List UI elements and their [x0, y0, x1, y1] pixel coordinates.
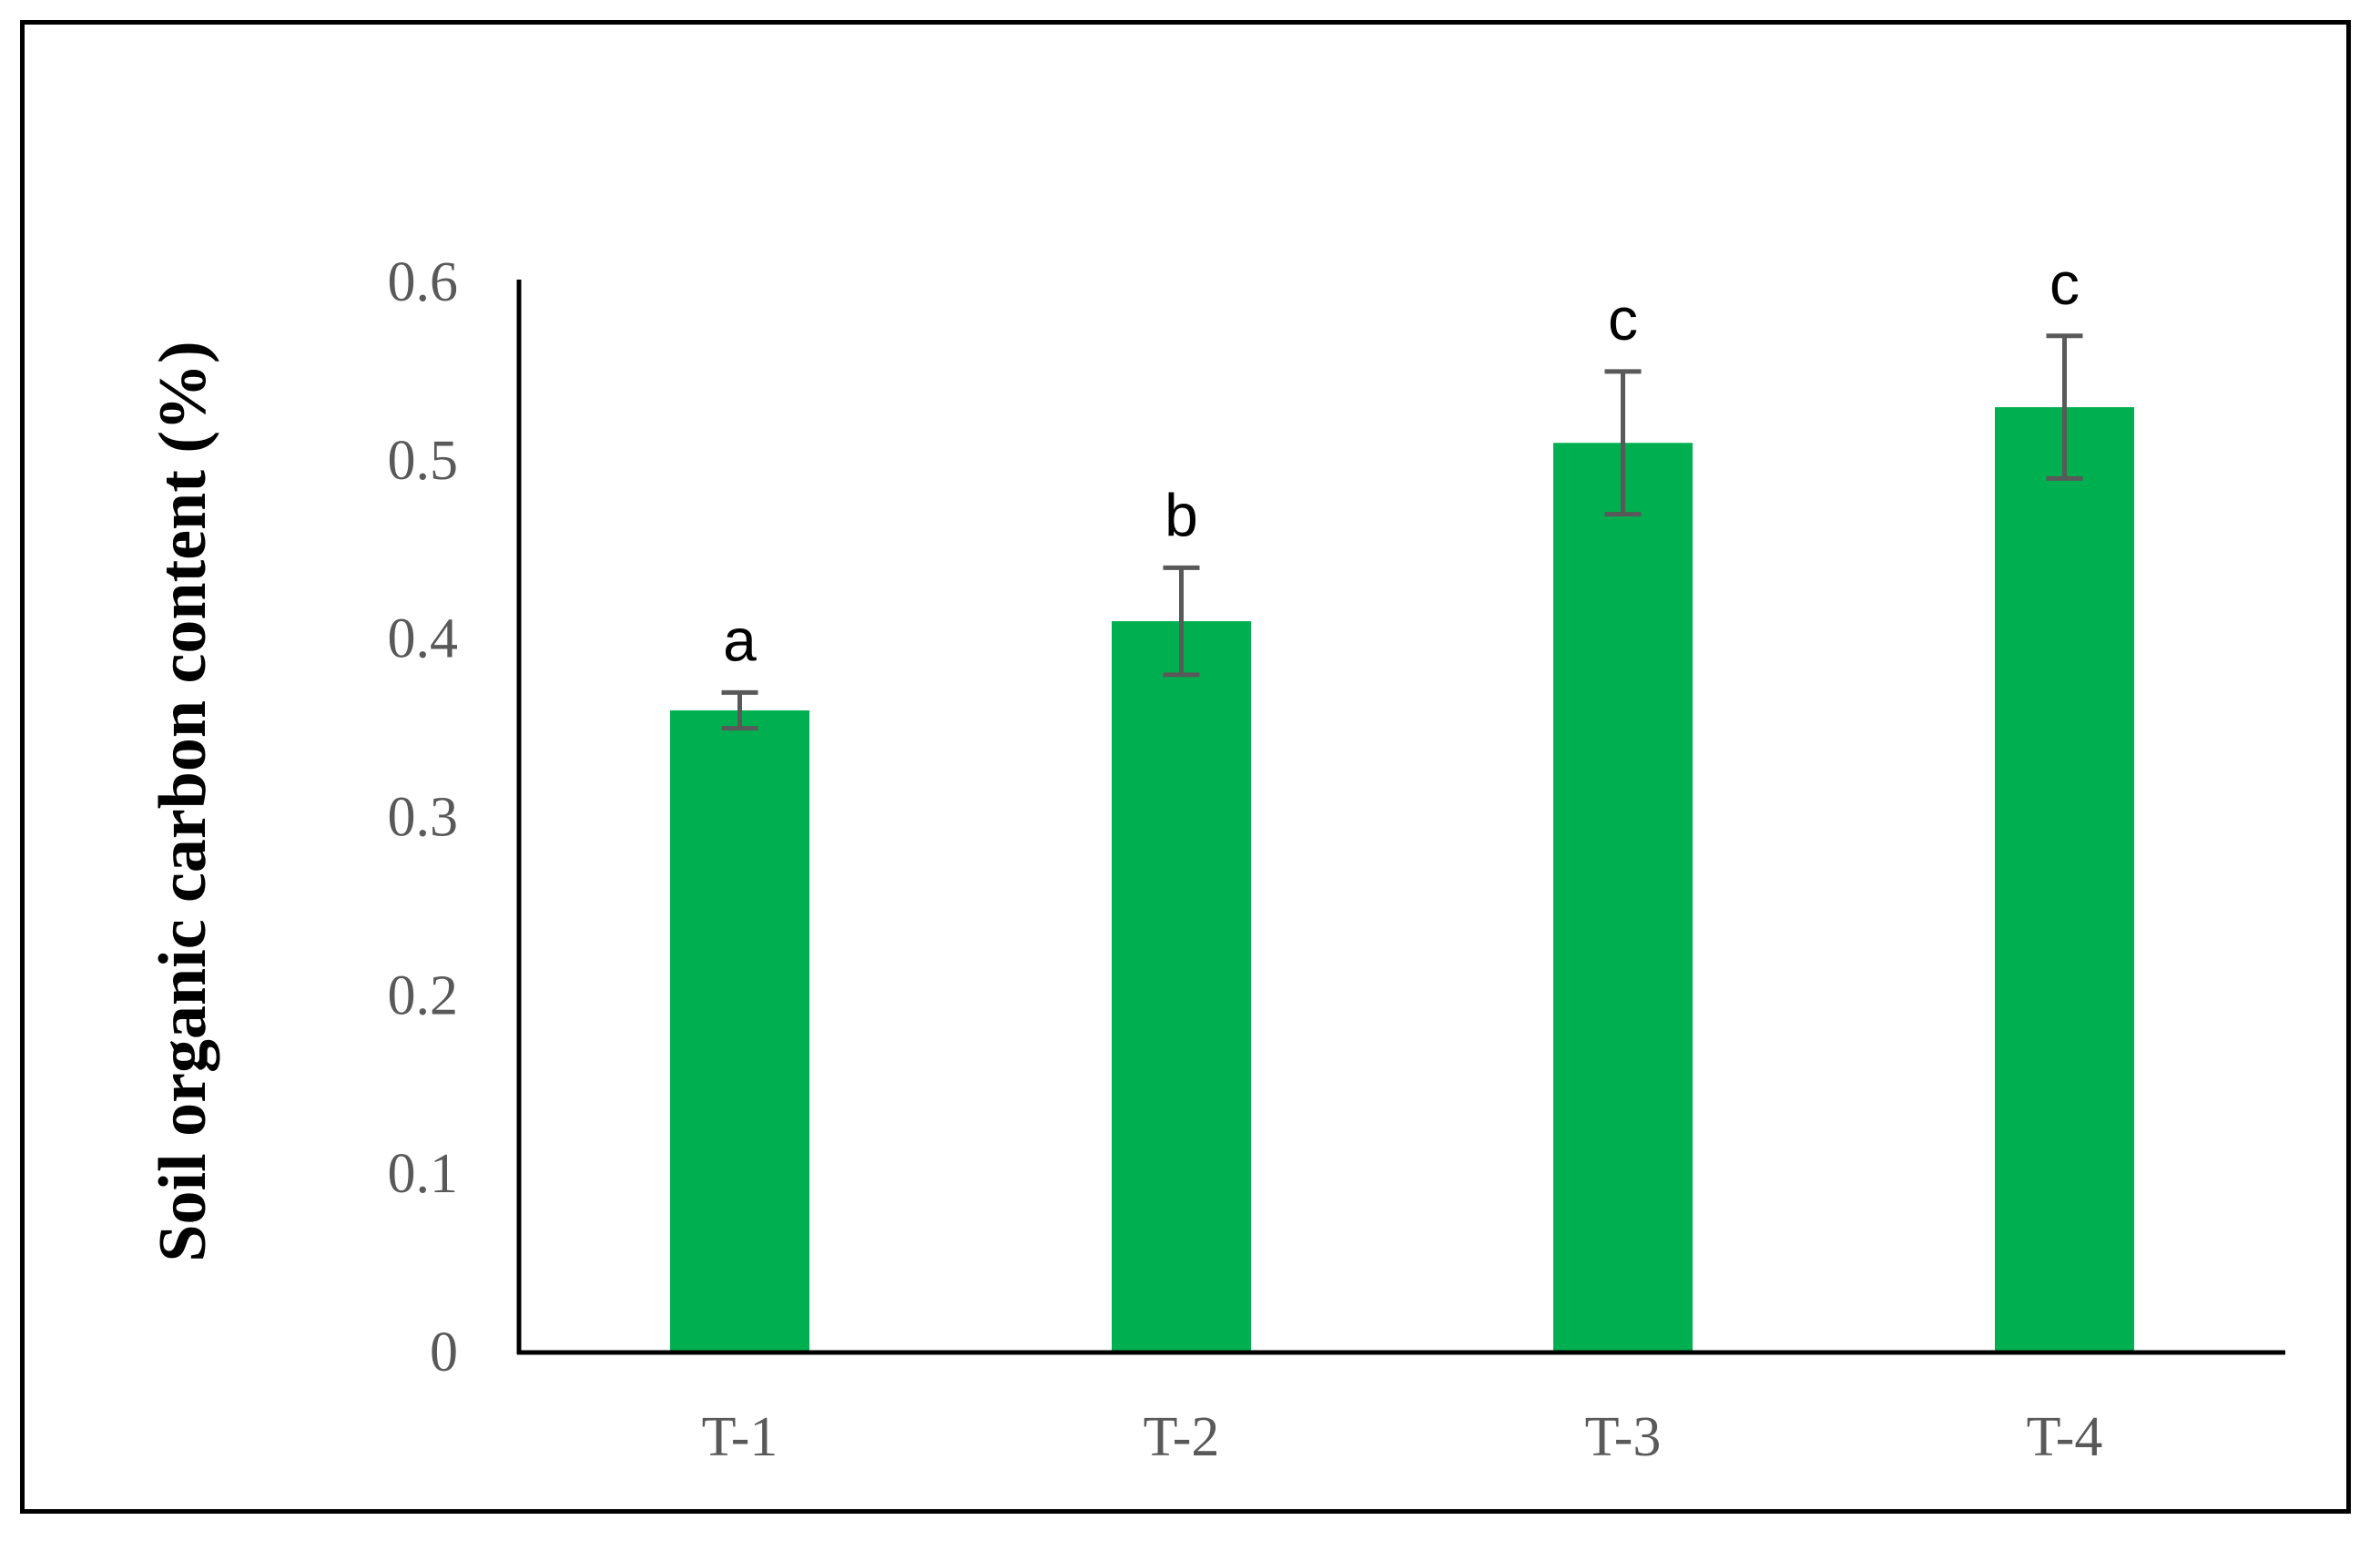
error-bar	[1163, 565, 1200, 678]
bar-t-3	[1553, 443, 1693, 1352]
x-tick-label: T-1	[702, 1406, 778, 1468]
y-tick-label: 0.6	[388, 251, 459, 313]
significance-letter: b	[1165, 481, 1198, 548]
significance-letters: a b c c	[723, 250, 2080, 674]
y-tick-labels: 0 0.1 0.2 0.3 0.4 0.5 0.6	[388, 251, 459, 1383]
y-tick-label: 0.1	[388, 1143, 459, 1205]
y-tick-label: 0.3	[388, 787, 459, 849]
significance-letter: a	[723, 606, 757, 673]
axes-layer	[516, 280, 2285, 1355]
bar-t-4	[1995, 407, 2134, 1352]
error-bar	[2046, 333, 2083, 481]
bars-layer	[670, 407, 2134, 1352]
x-tick-label: T-3	[1585, 1406, 1662, 1468]
y-tick-label: 0.2	[388, 964, 459, 1026]
error-bar	[721, 689, 758, 731]
error-bars-layer	[721, 333, 2083, 731]
y-tick-label: 0.5	[388, 430, 459, 492]
significance-letter: c	[2049, 250, 2080, 317]
significance-letter: c	[1608, 285, 1638, 352]
y-axis-title: Soil organic carbon content (%)	[146, 341, 220, 1261]
x-tick-label: T-4	[2027, 1406, 2103, 1468]
bar-t-1	[670, 710, 809, 1352]
bar-t-2	[1112, 621, 1251, 1352]
x-tick-labels: T-1 T-2 T-3 T-4	[702, 1406, 2103, 1468]
y-tick-label: 0	[430, 1322, 458, 1383]
error-bar	[1604, 369, 1642, 517]
y-tick-label: 0.4	[388, 608, 459, 670]
x-tick-label: T-2	[1144, 1406, 1220, 1468]
